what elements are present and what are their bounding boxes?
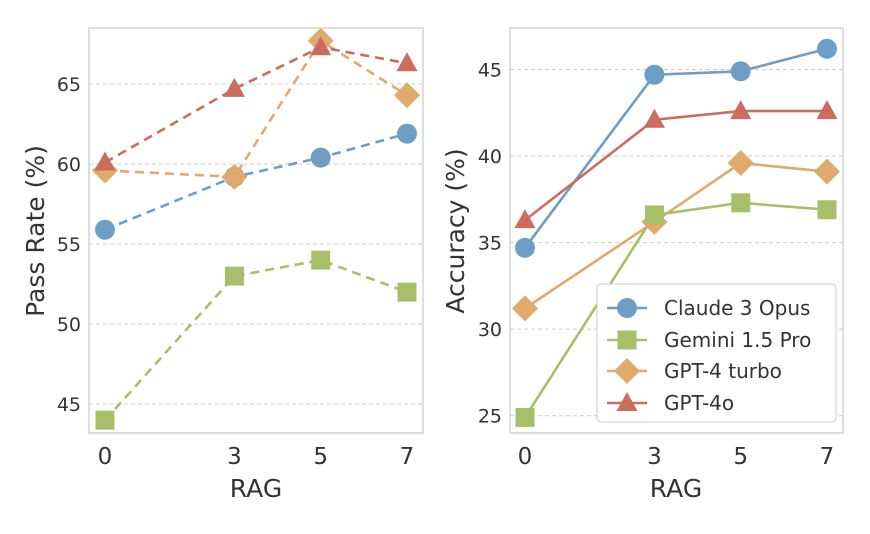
y-axis-label: Accuracy (%): [441, 148, 470, 313]
data-point: [396, 52, 418, 72]
y-ticks: 25 30 35 40 45: [478, 60, 502, 428]
left-panel: 45 50 55 60 65 0 3 5 7 RAG Pass Rate (%): [21, 27, 424, 503]
data-point: [730, 61, 751, 82]
y-tick-label: 65: [57, 74, 81, 96]
data-point: [727, 150, 754, 176]
series-line: [104, 132, 408, 231]
x-axis-label: RAG: [650, 474, 702, 503]
data-point: [310, 36, 332, 56]
y-axis-label: Pass Rate (%): [21, 145, 50, 317]
x-tick-label: 5: [313, 444, 328, 470]
y-tick-label: 50: [57, 314, 81, 336]
series-group: [512, 38, 840, 427]
data-point: [643, 108, 665, 128]
legend-label-gpt4turbo: GPT-4 turbo: [664, 359, 782, 383]
legend-marker: [616, 392, 638, 411]
x-tick-label: 0: [518, 444, 533, 470]
data-point: [644, 64, 665, 85]
data-point: [731, 193, 751, 213]
legend-marker: [617, 330, 637, 350]
data-point: [311, 250, 331, 270]
series-line: [104, 39, 408, 179]
data-point: [515, 237, 535, 258]
data-point: [816, 100, 838, 120]
data-point: [394, 82, 420, 109]
legend-marker: [617, 298, 637, 318]
x-tick-label: 7: [400, 444, 415, 470]
series-line: [104, 258, 408, 422]
series-group: [92, 27, 420, 430]
legend-marker: [614, 358, 640, 384]
legend-label-gemini: Gemini 1.5 Pro: [664, 328, 811, 352]
x-axis-label: RAG: [230, 474, 282, 503]
series-line: [524, 161, 828, 310]
data-point: [95, 219, 115, 240]
data-point: [817, 38, 837, 59]
legend: Claude 3 Opus Gemini 1.5 Pro GPT-4 turbo…: [596, 283, 837, 423]
y-tick-label: 60: [57, 154, 81, 176]
data-point: [730, 100, 752, 120]
x-tick-label: 0: [98, 444, 113, 470]
plot-frame: [509, 27, 844, 434]
series-line: [523, 47, 828, 249]
y-tick-label: 40: [478, 146, 502, 168]
legend-label-claude: Claude 3 Opus: [664, 296, 810, 320]
x-tick-label: 5: [733, 444, 748, 470]
data-point: [515, 407, 535, 427]
data-point: [814, 158, 840, 185]
data-point: [221, 163, 248, 190]
plot-frame: [88, 27, 424, 434]
data-point: [644, 205, 664, 225]
data-point: [224, 266, 244, 286]
y-tick-label: 45: [478, 60, 502, 82]
data-point: [397, 282, 417, 302]
y-tick-label: 25: [478, 406, 502, 428]
series-line: [523, 201, 828, 419]
data-point: [514, 209, 536, 229]
x-ticks: 0 3 5 7: [518, 444, 835, 470]
series-line: [104, 45, 408, 164]
x-tick-label: 7: [820, 444, 835, 470]
y-tick-label: 35: [478, 233, 502, 255]
series-line: [524, 109, 827, 222]
y-tick-label: 45: [57, 394, 81, 416]
y-ticks: 45 50 55 60 65: [57, 74, 81, 416]
data-point: [817, 200, 837, 220]
legend-label-gpt4o: GPT-4o: [664, 391, 734, 415]
data-point: [397, 123, 417, 144]
data-point: [310, 147, 331, 168]
data-point: [94, 151, 116, 171]
y-tick-label: 55: [57, 234, 81, 256]
data-point: [512, 295, 538, 322]
legend-box: [596, 283, 837, 423]
data-point: [223, 77, 245, 97]
x-ticks: 0 3 5 7: [98, 444, 415, 470]
x-tick-label: 3: [227, 444, 242, 470]
gridlines: [89, 83, 423, 405]
x-tick-label: 3: [647, 444, 662, 470]
data-point: [95, 410, 115, 430]
y-tick-label: 30: [478, 319, 502, 341]
